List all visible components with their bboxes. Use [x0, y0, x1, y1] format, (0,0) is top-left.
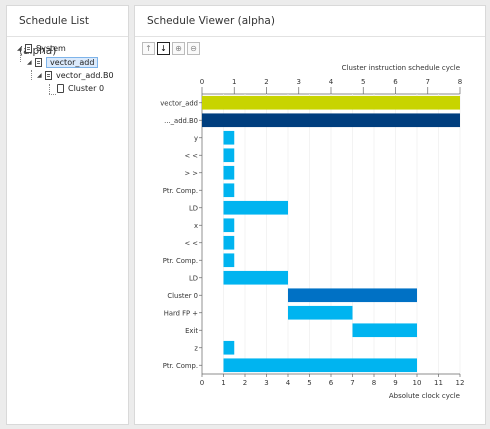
- bottom-tick-label: 12: [456, 379, 465, 387]
- expand-arrow-icon[interactable]: ◢: [17, 45, 22, 52]
- top-tick-label: 5: [361, 78, 365, 86]
- zoom-out-icon: ⊖: [190, 44, 197, 53]
- top-tick-label: 3: [297, 78, 301, 86]
- tree-item-label: vector_add: [46, 57, 99, 68]
- tree-connector: [49, 84, 50, 94]
- bottom-tick-label: 7: [350, 379, 354, 387]
- bottom-tick-label: 1: [221, 379, 225, 387]
- bottom-tick-label: 9: [393, 379, 397, 387]
- row-label: Ptr. Comp.: [163, 257, 198, 265]
- zoom-in-button[interactable]: ⊕: [172, 42, 185, 55]
- tree-item-vector-add[interactable]: ◢ vector_add: [27, 57, 99, 68]
- schedule-bar[interactable]: [352, 323, 418, 338]
- schedule-viewer-panel: Schedule Viewer (alpha) ↑ ↓ ⊕ ⊖ Cluster …: [134, 5, 486, 425]
- tree-connector: [49, 94, 56, 95]
- row-label: Exit: [185, 327, 198, 335]
- top-tick-label: 6: [393, 78, 398, 86]
- tree-item-label: vector_add.B0: [56, 71, 114, 80]
- schedule-bar[interactable]: [223, 183, 235, 198]
- top-tick-label: 8: [458, 78, 462, 86]
- row-label: Cluster 0: [167, 292, 198, 300]
- schedule-bar[interactable]: [223, 200, 289, 215]
- schedule-bar[interactable]: [202, 95, 460, 110]
- row-label: y: [194, 134, 198, 142]
- bottom-tick-label: 5: [307, 379, 311, 387]
- tree-item-vector-add-b0[interactable]: ◢ vector_add.B0: [37, 71, 114, 80]
- row-label: z: [194, 344, 198, 352]
- bottom-tick-label: 4: [286, 379, 291, 387]
- row-label: LD: [189, 204, 198, 212]
- document-icon: [35, 58, 42, 67]
- schedule-bar[interactable]: [223, 130, 235, 145]
- top-tick-label: 0: [200, 78, 204, 86]
- row-label: Ptr. Comp.: [163, 362, 198, 370]
- row-label: < <: [184, 152, 198, 160]
- cluster-icon: [57, 84, 64, 93]
- schedule-bar[interactable]: [288, 288, 417, 303]
- bottom-tick-label: 3: [264, 379, 268, 387]
- tree-item-label: System: [36, 44, 66, 53]
- top-tick-label: 4: [329, 78, 334, 86]
- bottom-tick-label: 0: [200, 379, 204, 387]
- schedule-bar[interactable]: [223, 270, 289, 285]
- bottom-tick-label: 2: [243, 379, 247, 387]
- zoom-in-icon: ⊕: [175, 44, 182, 53]
- tree-connector: [20, 52, 21, 62]
- bottom-tick-label: 8: [372, 379, 376, 387]
- row-label: ..._add.B0: [164, 117, 198, 125]
- move-down-button[interactable]: ↓: [157, 42, 170, 55]
- schedule-list-panel: Schedule List (alpha) ◢ System ◢ vector_…: [6, 5, 129, 425]
- schedule-bar[interactable]: [223, 253, 235, 268]
- tree-connector: [31, 70, 32, 80]
- row-label: Ptr. Comp.: [163, 187, 198, 195]
- row-label: > >: [184, 169, 198, 177]
- expand-arrow-icon[interactable]: ◢: [37, 72, 42, 79]
- bottom-tick-label: 11: [434, 379, 443, 387]
- document-icon: [25, 44, 32, 53]
- tree-item-label: Cluster 0: [68, 84, 105, 93]
- schedule-bar[interactable]: [288, 305, 353, 320]
- bottom-axis-label: Absolute clock cycle: [389, 392, 460, 400]
- schedule-bar[interactable]: [202, 113, 460, 128]
- top-tick-label: 2: [264, 78, 268, 86]
- row-label: < <: [184, 239, 198, 247]
- tree-item-cluster-0[interactable]: Cluster 0: [57, 84, 104, 93]
- schedule-bar[interactable]: [223, 340, 235, 355]
- top-tick-label: 1: [232, 78, 236, 86]
- document-icon: [45, 71, 52, 80]
- bottom-tick-label: 6: [329, 379, 334, 387]
- schedule-bar[interactable]: [223, 165, 235, 180]
- schedule-bar[interactable]: [223, 235, 235, 250]
- row-label: Hard FP +: [164, 309, 198, 317]
- row-label: LD: [189, 274, 198, 282]
- schedule-list-title: Schedule List (alpha): [7, 6, 128, 57]
- row-label: x: [194, 222, 198, 230]
- top-axis-label: Cluster instruction schedule cycle: [342, 64, 460, 72]
- schedule-bar[interactable]: [223, 148, 235, 163]
- schedule-viewer-title: Schedule Viewer (alpha): [135, 6, 485, 37]
- move-up-button[interactable]: ↑: [142, 42, 155, 55]
- schedule-bar[interactable]: [223, 358, 418, 373]
- expand-arrow-icon[interactable]: ◢: [27, 59, 32, 66]
- top-tick-label: 7: [426, 78, 430, 86]
- zoom-out-button[interactable]: ⊖: [187, 42, 200, 55]
- row-label: vector_add: [160, 99, 198, 107]
- tree-item-system[interactable]: ◢ System: [17, 44, 66, 53]
- bottom-tick-label: 10: [413, 379, 422, 387]
- schedule-bar[interactable]: [223, 218, 235, 233]
- arrow-up-icon: ↑: [145, 44, 152, 53]
- arrow-down-icon: ↓: [160, 44, 167, 53]
